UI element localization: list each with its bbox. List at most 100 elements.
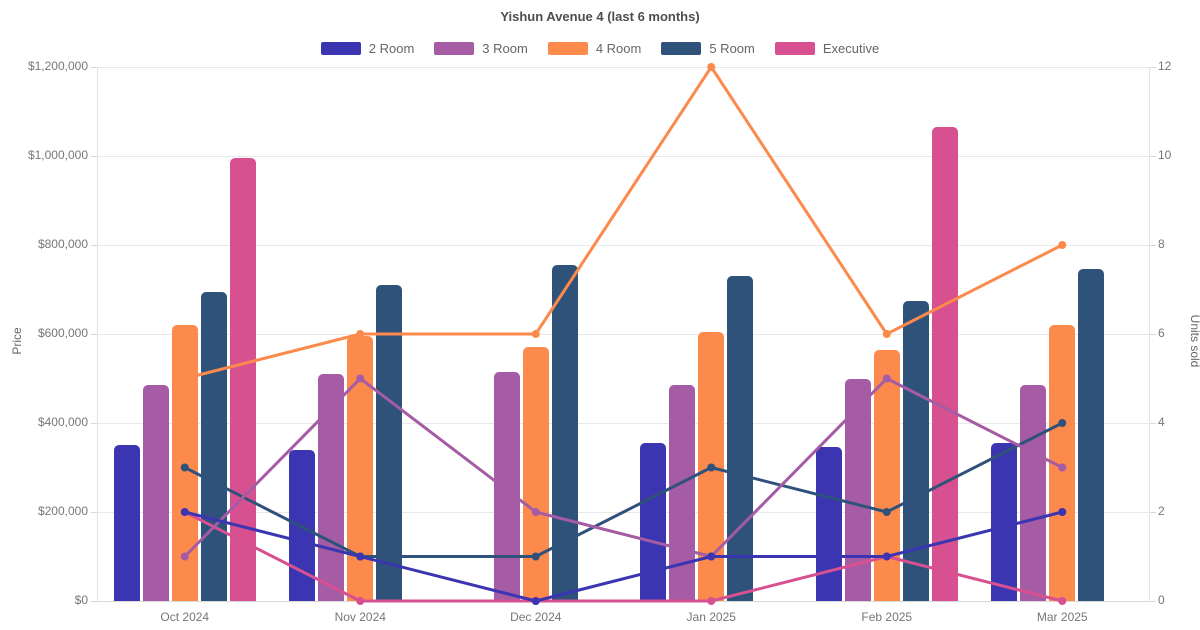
point-2-room-feb-2025[interactable] xyxy=(882,552,891,561)
line-3-room xyxy=(183,377,1063,558)
legend-swatch xyxy=(434,42,475,55)
x-axis-label: Dec 2024 xyxy=(510,610,562,624)
line-executive xyxy=(184,510,1063,603)
bar-3-room-mar-2025[interactable] xyxy=(1020,385,1047,601)
bar-2-room-mar-2025[interactable] xyxy=(991,443,1018,601)
left-axis-tick xyxy=(91,423,97,424)
left-axis-tick xyxy=(91,156,97,157)
chart-legend: 2 Room 3 Room 4 Room 5 Room Executive xyxy=(0,41,1200,56)
point-3-room-oct-2024[interactable] xyxy=(180,552,189,561)
left-axis-tick xyxy=(91,334,97,335)
right-axis-tick xyxy=(1150,334,1156,335)
point-4-room-jan-2025[interactable] xyxy=(707,63,716,71)
left-axis-tick-label: $800,000 xyxy=(37,237,88,251)
point-4-room-mar-2025[interactable] xyxy=(1058,241,1067,249)
bar-2-room-feb-2025[interactable] xyxy=(815,447,842,601)
right-axis-tick-label: 8 xyxy=(1158,237,1165,251)
line-2-room xyxy=(184,510,1063,603)
legend-item-3-room[interactable]: 3 Room xyxy=(434,41,528,56)
line-4-room xyxy=(184,65,1063,380)
bar-executive-feb-2025[interactable] xyxy=(931,127,958,601)
point-4-room-dec-2024[interactable] xyxy=(531,330,540,338)
right-axis-tick xyxy=(1150,156,1156,157)
point-4-room-oct-2024[interactable] xyxy=(180,374,189,383)
left-axis-tick-label: $1,000,000 xyxy=(27,148,88,162)
point-3-room-dec-2024[interactable] xyxy=(531,508,540,516)
legend-swatch xyxy=(320,42,361,55)
point-5-room-mar-2025[interactable] xyxy=(1058,419,1067,427)
right-axis-tick xyxy=(1150,601,1156,602)
legend-item-2-room[interactable]: 2 Room xyxy=(320,41,415,56)
point-executive-nov-2024[interactable] xyxy=(356,597,365,605)
point-3-room-nov-2024[interactable] xyxy=(356,374,365,383)
x-axis-label: Nov 2024 xyxy=(334,610,386,624)
bar-3-room-dec-2024[interactable] xyxy=(493,371,520,601)
bar-3-room-oct-2024[interactable] xyxy=(142,385,169,601)
point-5-room-jan-2025[interactable] xyxy=(707,463,716,472)
left-axis-title: Price xyxy=(10,327,24,355)
x-axis-label: Feb 2025 xyxy=(861,610,913,624)
point-5-room-dec-2024[interactable] xyxy=(531,552,540,561)
legend-swatch xyxy=(661,42,702,55)
right-axis-tick xyxy=(1150,245,1156,246)
right-axis-tick xyxy=(1150,423,1156,424)
legend-item-4-room[interactable]: 4 Room xyxy=(547,41,642,56)
x-axis-label: Oct 2024 xyxy=(160,610,210,624)
legend-swatch xyxy=(774,42,815,55)
bar-2-room-oct-2024[interactable] xyxy=(113,445,140,601)
point-2-room-oct-2024[interactable] xyxy=(180,508,189,516)
point-executive-mar-2025[interactable] xyxy=(1058,597,1067,605)
left-axis-tick xyxy=(91,512,97,513)
legend-label: 2 Room xyxy=(368,41,415,56)
left-axis-tick xyxy=(91,67,97,68)
right-axis-tick-label: 0 xyxy=(1158,593,1165,607)
point-2-room-nov-2024[interactable] xyxy=(356,552,365,561)
point-executive-jan-2025[interactable] xyxy=(707,597,716,605)
legend-label: 3 Room xyxy=(482,41,528,56)
point-4-room-feb-2025[interactable] xyxy=(882,330,891,338)
legend-item-executive[interactable]: Executive xyxy=(774,41,880,56)
right-axis-tick-label: 4 xyxy=(1158,415,1165,429)
right-axis-tick xyxy=(1150,512,1156,513)
left-axis-tick-label: $0 xyxy=(74,593,88,607)
point-5-room-feb-2025[interactable] xyxy=(882,508,891,516)
right-axis-title: Units sold xyxy=(1188,314,1200,368)
left-axis-tick-label: $200,000 xyxy=(37,504,88,518)
bar-5-room-mar-2025[interactable] xyxy=(1078,269,1105,601)
plot-area xyxy=(97,63,1150,605)
left-axis-tick-label: $600,000 xyxy=(37,326,88,340)
left-axis-tick xyxy=(91,245,97,246)
right-axis-tick-label: 2 xyxy=(1158,504,1165,518)
bar-5-room-oct-2024[interactable] xyxy=(200,291,227,601)
legend-label: 4 Room xyxy=(595,41,642,56)
gridline xyxy=(97,334,1150,335)
point-3-room-feb-2025[interactable] xyxy=(882,374,891,383)
legend-label: 5 Room xyxy=(709,41,755,56)
line-5-room xyxy=(184,421,1063,558)
point-5-room-oct-2024[interactable] xyxy=(180,463,189,472)
x-axis-label: Mar 2025 xyxy=(1036,610,1088,624)
left-axis-tick xyxy=(91,601,97,602)
legend-label: Executive xyxy=(822,41,880,56)
legend-item-5-room[interactable]: 5 Room xyxy=(661,41,755,56)
point-3-room-mar-2025[interactable] xyxy=(1058,463,1067,472)
gridline xyxy=(97,423,1150,424)
point-2-room-jan-2025[interactable] xyxy=(707,552,716,561)
bar-5-room-nov-2024[interactable] xyxy=(376,285,403,601)
left-axis-tick-label: $400,000 xyxy=(37,415,88,429)
left-axis-tick-label: $1,200,000 xyxy=(27,59,88,73)
line-layer xyxy=(180,63,1067,605)
right-axis-tick-label: 10 xyxy=(1158,148,1172,162)
gridline xyxy=(97,67,1150,68)
gridline xyxy=(97,245,1150,246)
x-axis-label: Jan 2025 xyxy=(686,610,736,624)
point-2-room-mar-2025[interactable] xyxy=(1058,508,1067,516)
point-2-room-dec-2024[interactable] xyxy=(531,597,540,605)
right-axis-tick xyxy=(1150,67,1156,68)
bar-5-room-jan-2025[interactable] xyxy=(727,276,754,601)
right-axis-tick-label: 6 xyxy=(1158,326,1165,340)
point-4-room-nov-2024[interactable] xyxy=(356,330,365,338)
bar-3-room-nov-2024[interactable] xyxy=(318,374,345,601)
gridline xyxy=(97,156,1150,157)
